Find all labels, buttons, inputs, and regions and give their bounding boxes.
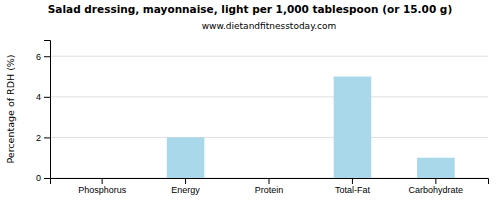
y-tick: 0 xyxy=(36,173,50,183)
y-tick-mark xyxy=(44,178,50,179)
y-tick-label: 4 xyxy=(36,92,41,102)
x-tick: Protein xyxy=(255,178,284,195)
grid xyxy=(50,56,488,178)
bar xyxy=(334,77,372,178)
grid-line xyxy=(50,56,488,57)
grid-line xyxy=(50,96,488,97)
y-axis: 0 2 4 6 xyxy=(36,41,51,184)
bars xyxy=(167,77,455,178)
x-tick: Energy xyxy=(171,178,200,195)
title: Salad dressing, mayonnaise, light per 1,… xyxy=(48,3,452,15)
x-tick: Total-Fat xyxy=(335,178,371,195)
bar xyxy=(250,178,288,179)
bar xyxy=(83,178,121,179)
x-tick: Carbohydrate xyxy=(409,178,464,195)
y-tick-mark xyxy=(44,56,50,57)
bar xyxy=(417,158,455,178)
x-tick-label: Protein xyxy=(255,185,284,195)
x-axis: Phosphorus Energy Protein Total-Fat Carbohyd… xyxy=(51,178,489,195)
x-tick-label: Carbohydrate xyxy=(409,185,464,195)
bar xyxy=(167,137,205,178)
y-tick: 4 xyxy=(36,92,50,102)
x-tick-mark xyxy=(102,178,103,184)
x-tick-label: Phosphorus xyxy=(78,185,127,195)
plot: Phosphorus Energy Protein Total-Fat Carbohyd… xyxy=(36,41,489,196)
y-tick: 2 xyxy=(36,133,50,143)
grid-line xyxy=(50,137,488,138)
chart: Salad dressing, mayonnaise, light per 1,… xyxy=(0,0,500,200)
y-tick-label: 0 xyxy=(36,173,41,183)
y-tick-label: 6 xyxy=(36,52,41,62)
x-tick-label: Energy xyxy=(171,185,200,195)
x-tick-mark xyxy=(185,178,186,184)
y-axis-line xyxy=(44,41,51,179)
x-tick-mark xyxy=(435,178,436,184)
y-tick-label: 2 xyxy=(36,133,41,143)
x-tick: Phosphorus xyxy=(78,178,127,195)
x-tick-label: Total-Fat xyxy=(335,185,371,195)
x-tick-mark xyxy=(269,178,270,184)
x-tick-mark xyxy=(352,178,353,184)
y-tick-mark xyxy=(44,137,50,138)
y-axis-title: Percentage of RDH (%) xyxy=(5,54,16,163)
subtitle: www.dietandfitnesstoday.com xyxy=(202,21,337,31)
x-axis-line xyxy=(51,179,489,185)
y-tick-mark xyxy=(44,97,50,98)
y-tick: 6 xyxy=(36,52,50,62)
